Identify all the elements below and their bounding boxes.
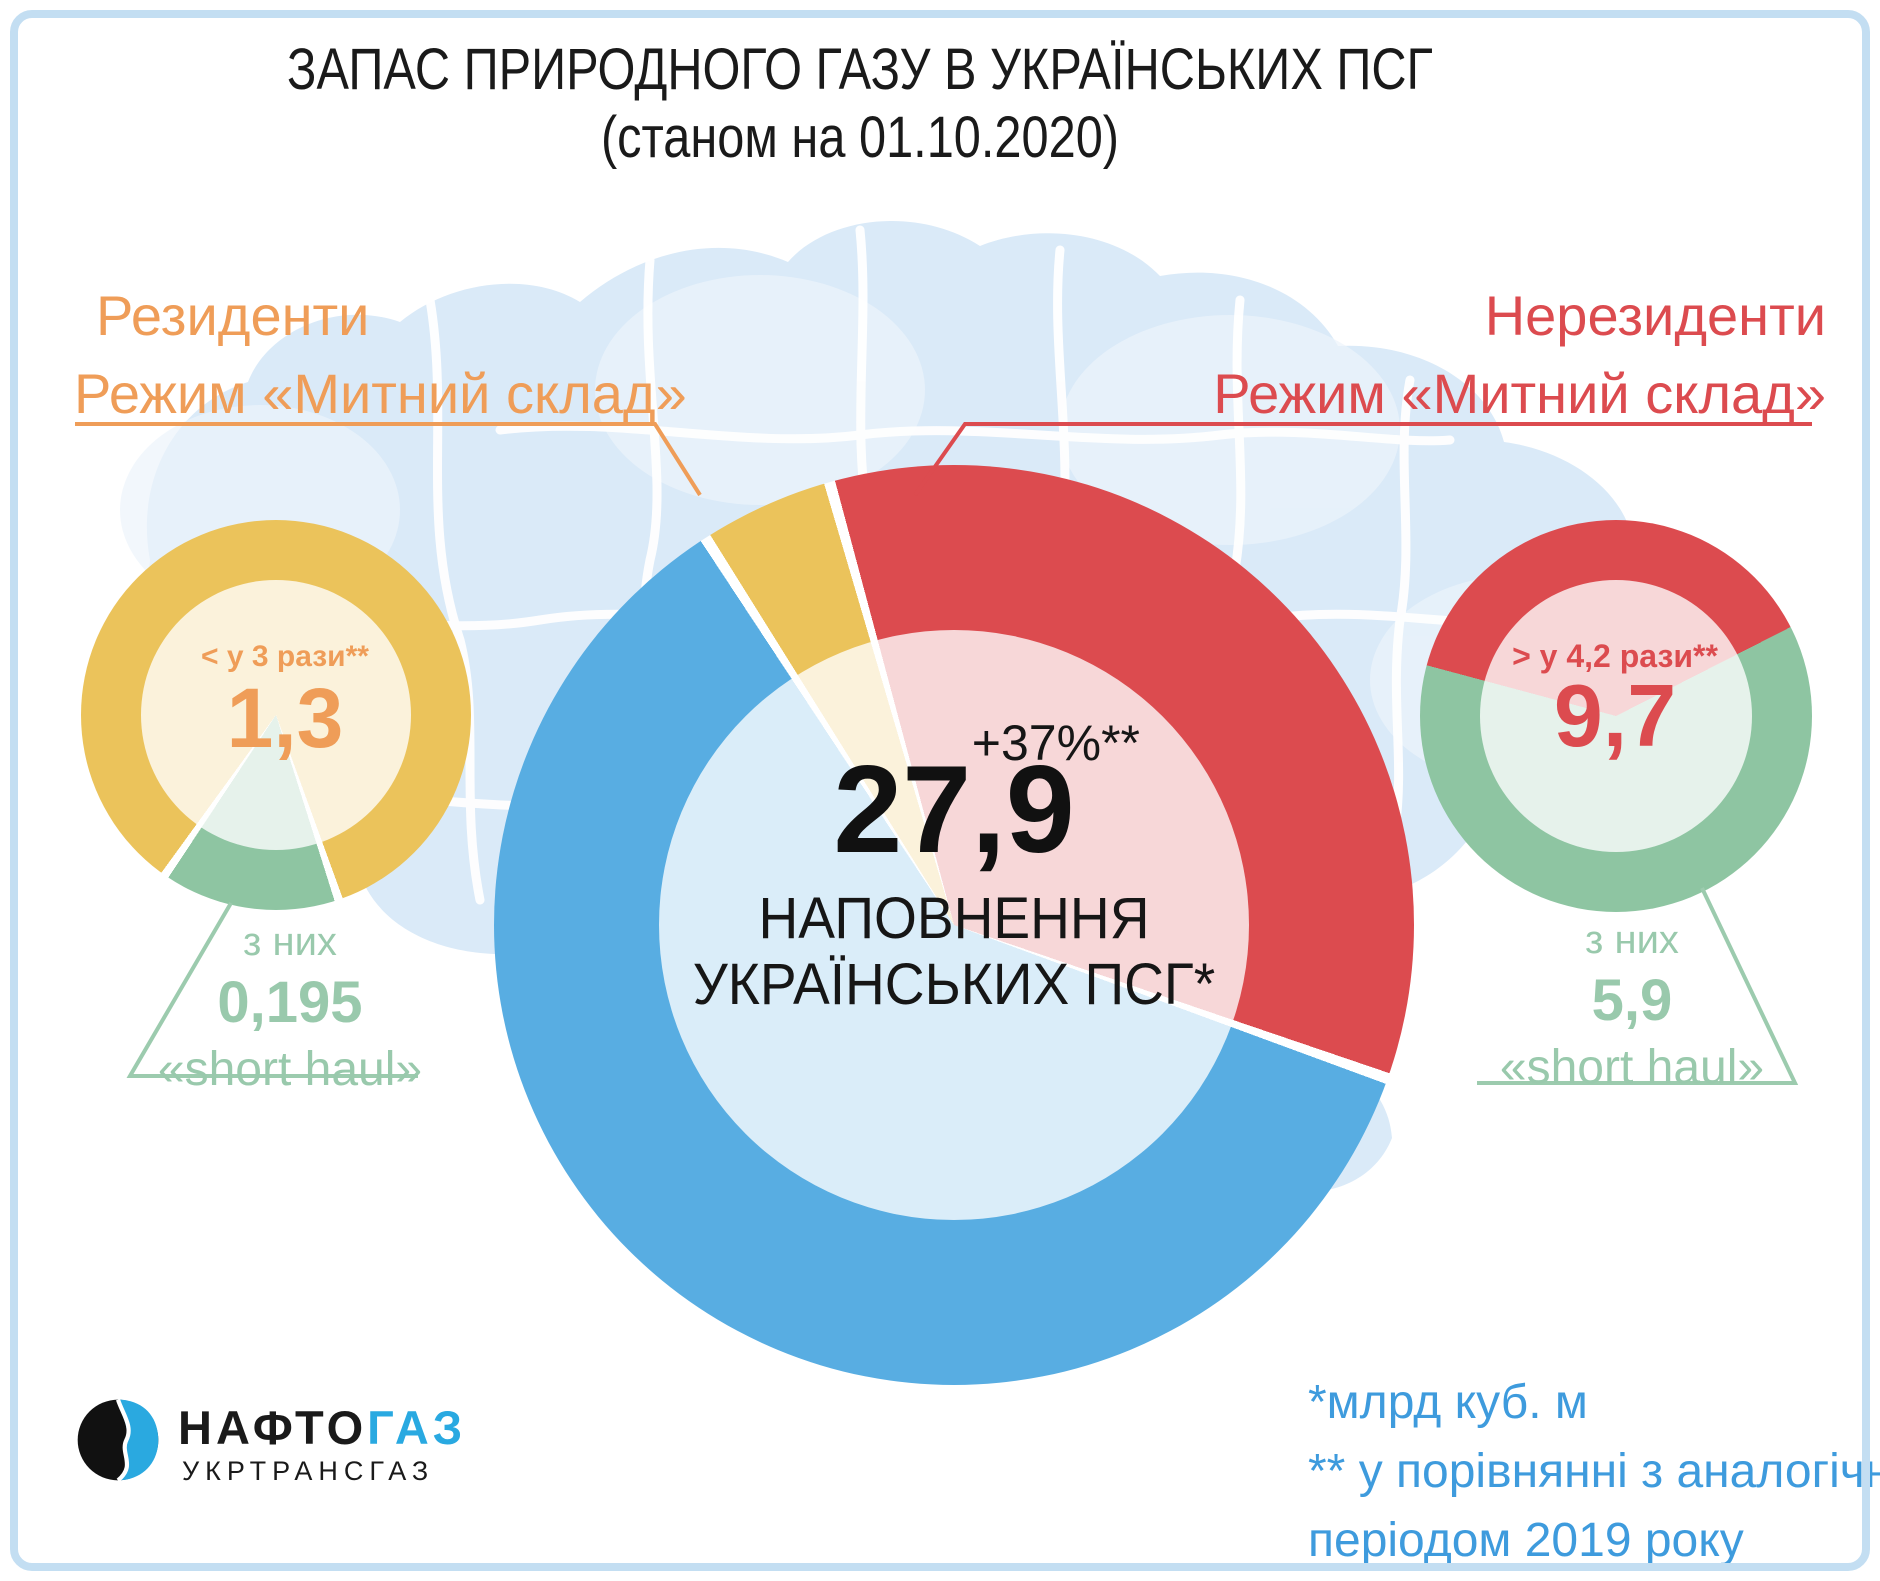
legend-nonresidents: Нерезиденти Режим «Митний склад» (1213, 288, 1826, 422)
legend-residents: Резиденти Режим «Митний склад» (74, 288, 687, 422)
short-haul-left-value: 0,195 (217, 970, 363, 1035)
nonresidents-donut-value: 9,7 (1553, 666, 1677, 765)
footnote-units: *млрд куб. м (1308, 1376, 1588, 1429)
nonresidents-donut-chart (1420, 520, 1812, 912)
title-line-1: ЗАПАС ПРИРОДНОГО ГАЗУ В УКРАЇНСЬКИХ ПСГ (287, 37, 1433, 102)
short-haul-left-caption: «short haul» (157, 1043, 423, 1096)
short-haul-left-callout: з них 0,195 «short haul» (90, 922, 490, 1094)
title-line-2: (станом на 01.10.2020) (600, 105, 1120, 171)
main-donut-chart (494, 465, 1414, 1385)
short-haul-right-callout: з них 5,9 «short haul» (1432, 920, 1832, 1092)
legend-nonresidents-name: Нерезиденти (1484, 284, 1826, 347)
main-donut-change-badge: +37%** (971, 715, 1140, 771)
logo-division: УКРТРАНСГАЗ (182, 1456, 435, 1486)
logo-wordmark: НАФТОГАЗ (178, 1400, 466, 1455)
short-haul-right-label: з них (1585, 918, 1679, 962)
naftogaz-logo-icon (77, 1398, 159, 1482)
footnotes: *млрд куб. м ** у порівнянні з аналогічн… (1308, 1368, 1880, 1575)
legend-nonresidents-mode: Режим «Митний склад» (1213, 362, 1826, 425)
residents-donut-value: 1,3 (226, 671, 344, 765)
main-donut-caption-1: НАПОВНЕННЯ (758, 886, 1150, 951)
logo-wordmark-black: НАФТО (178, 1401, 368, 1454)
main-donut-caption-2: УКРАЇНСЬКИХ ПСГ* (692, 952, 1216, 1017)
legend-residents-name: Резиденти (96, 284, 370, 347)
nonresidents-donut-multiplier: > у 4,2 рази** (1512, 638, 1718, 674)
main-donut-value: 27,9 (833, 741, 1075, 879)
footnote-comparison-2: періодом 2019 року (1308, 1514, 1744, 1568)
logo-wordmark-blue: ГАЗ (367, 1401, 467, 1454)
residents-donut-multiplier: < у 3 рази** (201, 640, 369, 673)
short-haul-left-label: з них (243, 920, 337, 964)
legend-residents-mode: Режим «Митний склад» (74, 362, 687, 425)
page-title: ЗАПАС ПРИРОДНОГО ГАЗУ В УКРАЇНСЬКИХ ПСГ … (0, 36, 1720, 173)
short-haul-right-caption: «short haul» (1499, 1041, 1765, 1094)
residents-donut-hole (141, 580, 411, 850)
short-haul-right-value: 5,9 (1591, 968, 1673, 1033)
main-donut-hole (659, 630, 1249, 1220)
footnote-comparison-1: ** у порівнянні з аналогічним (1308, 1445, 1880, 1499)
residents-donut-chart (81, 520, 471, 910)
nonresidents-donut-hole (1480, 580, 1752, 852)
